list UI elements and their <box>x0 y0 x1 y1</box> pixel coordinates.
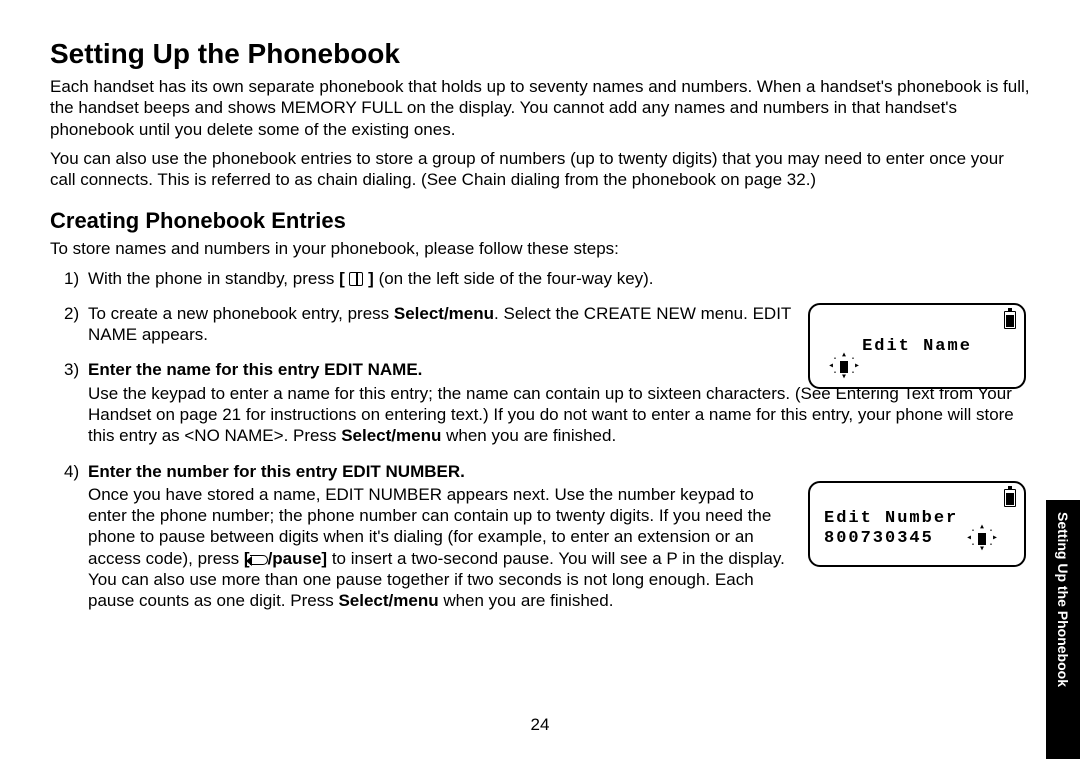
page-number: 24 <box>0 715 1080 735</box>
redial-icon <box>250 555 268 565</box>
pause-key-label: /pause] <box>268 549 328 568</box>
key-bracket-open: [ <box>339 269 349 288</box>
step-3-title: Enter the name for this entry EDIT NAME. <box>88 360 422 379</box>
select-menu-key: Select/menu <box>394 304 494 323</box>
cursor-icon: ▴▾◂▸ ···· <box>968 525 996 553</box>
lcd-screen-edit-number: Edit Number 800730345 ▴▾◂▸ ···· <box>808 481 1026 567</box>
step-3-body-b: when you are finished. <box>441 426 616 445</box>
battery-icon <box>1004 489 1016 507</box>
cursor-icon: ▴▾◂▸ ···· <box>830 353 858 381</box>
step-number: 2) <box>64 303 88 346</box>
page-title: Setting Up the Phonebook <box>50 38 1030 70</box>
intro-paragraph-2: You can also use the phonebook entries t… <box>50 148 1030 191</box>
step-4-body-c: when you are finished. <box>439 591 614 610</box>
section-heading: Creating Phonebook Entries <box>50 208 1030 234</box>
step-3: 3) Enter the name for this entry EDIT NA… <box>64 359 792 380</box>
lcd-number: 800730345 <box>824 529 934 548</box>
step-4: 4) Enter the number for this entry EDIT … <box>64 461 792 612</box>
step-1: 1) With the phone in standby, press [ ] … <box>64 268 1030 289</box>
select-menu-key: Select/menu <box>338 591 438 610</box>
step-2-text-a: To create a new phonebook entry, press <box>88 304 394 323</box>
step-number: 3) <box>64 359 88 380</box>
step-number: 1) <box>64 268 88 289</box>
key-bracket-close: ] <box>363 269 373 288</box>
lcd-screen-edit-name: Edit Name ▴▾◂▸ ···· <box>808 303 1026 389</box>
select-menu-key: Select/menu <box>341 426 441 445</box>
section-intro: To store names and numbers in your phone… <box>50 238 1030 259</box>
step-4-title: Enter the number for this entry EDIT NUM… <box>88 462 465 481</box>
step-number: 4) <box>64 461 88 612</box>
battery-icon <box>1004 311 1016 329</box>
lcd-text: Edit Number <box>824 509 958 528</box>
intro-paragraph-1: Each handset has its own separate phoneb… <box>50 76 1030 140</box>
step-2: 2) To create a new phonebook entry, pres… <box>64 303 792 346</box>
step-1-text-a: With the phone in standby, press <box>88 269 339 288</box>
step-1-text-b: (on the left side of the four-way key). <box>374 269 654 288</box>
step-3-body: Use the keypad to enter a name for this … <box>64 383 1030 447</box>
phonebook-icon <box>349 272 363 286</box>
